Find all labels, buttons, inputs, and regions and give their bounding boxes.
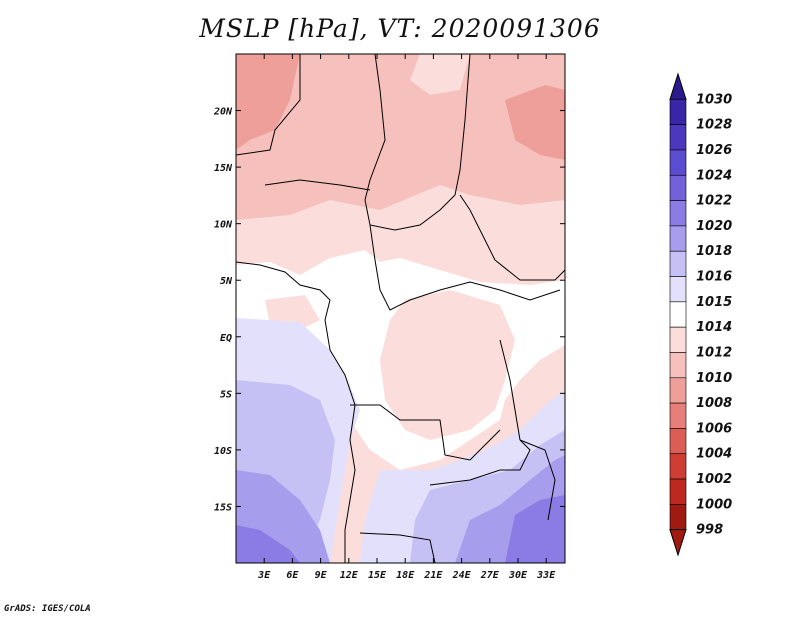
map-frame	[235, 53, 566, 564]
colorbar-swatch	[669, 402, 687, 429]
colorbar-swatch	[669, 200, 687, 227]
colorbar-swatch	[669, 326, 687, 353]
colorbar-swatch	[669, 124, 687, 151]
lon-tick-label: 15E	[368, 570, 387, 581]
field-1008-ne	[505, 85, 565, 160]
lat-tick-label: 5S	[220, 389, 232, 400]
lon-tick-label: 24E	[452, 570, 472, 581]
colorbar-swatch	[669, 250, 687, 277]
lake-tanganyika	[499, 339, 521, 441]
field-1012-congo	[380, 290, 515, 440]
colorbar-swatch	[669, 453, 687, 480]
field-1008-nw	[236, 54, 300, 150]
lat-tick-label: 5N	[220, 276, 233, 287]
lon-tick-label: 18E	[396, 570, 415, 581]
lon-tick-label: 12E	[340, 570, 359, 581]
lat-tick-label: 10N	[214, 220, 233, 231]
field-1020-se	[505, 495, 565, 563]
border-sudan	[459, 194, 565, 281]
lon-tick-label: 21E	[423, 570, 443, 581]
colorbar-label: 998	[696, 523, 723, 538]
lake-malawi	[519, 439, 556, 521]
map-title: MSLP [hPa], VT: 2020091306	[199, 14, 601, 43]
lon-tick-label: 30E	[508, 570, 528, 581]
west-coastline	[236, 261, 356, 563]
colorbar-label: 1010	[696, 371, 732, 386]
border-angola-drc	[350, 404, 501, 461]
lon-tick-label: 9E	[315, 570, 328, 581]
field-1020-sw	[236, 525, 300, 563]
colorbar-label: 1014	[696, 320, 732, 335]
border-chad-libya	[364, 54, 471, 231]
border-mali	[236, 54, 301, 156]
colorbar-swatch	[669, 99, 687, 125]
colorbar-label: 1024	[696, 168, 732, 183]
lon-tick-label: 3E	[257, 570, 271, 581]
colorbar-label: 1026	[696, 143, 732, 158]
colorbar-top-arrow	[669, 72, 687, 100]
colorbar-label: 1018	[696, 244, 732, 259]
lat-tick-label: 15N	[214, 163, 233, 174]
lon-tick-label: 27E	[480, 570, 500, 581]
pressure-field	[236, 54, 565, 563]
colorbar: 1030 1028 1026 1024 1022 1020 1018 1016 1015 1014…	[669, 72, 732, 557]
colorbar-label: 1020	[696, 219, 732, 234]
colorbar-swatch	[669, 352, 687, 379]
colorbar-label: 1016	[696, 270, 732, 285]
border-namibia	[359, 532, 436, 563]
border-niger-south	[264, 179, 371, 191]
lat-tick-label: EQ	[220, 333, 232, 344]
colorbar-swatch	[669, 276, 687, 303]
colorbar-label: 1000	[696, 497, 732, 512]
colorbar-label: 1002	[696, 472, 732, 487]
colorbar-swatch	[669, 174, 687, 201]
colorbar-swatch	[669, 149, 687, 176]
colorbar-swatch	[669, 225, 687, 252]
lat-tick-label: 15S	[214, 502, 232, 513]
axis-ticks	[236, 54, 565, 563]
colorbar-label: 1008	[696, 396, 732, 411]
border-car	[369, 224, 561, 311]
colorbar-label: 1030	[696, 92, 732, 107]
field-1012-north-patch	[410, 54, 470, 95]
colorbar-label: 1022	[696, 194, 732, 209]
colorbar-label: 1004	[696, 447, 732, 462]
colorbar-swatch	[669, 428, 687, 455]
colorbar-label: 1012	[696, 345, 732, 360]
field-1010-north	[236, 54, 565, 220]
colorbar-label: 1028	[696, 118, 732, 133]
colorbar-bottom-arrow	[669, 529, 687, 557]
colorbar-label: 1015	[696, 295, 732, 310]
lon-tick-label: 33E	[536, 570, 556, 581]
colorbar-label: 1006	[696, 421, 732, 436]
colorbar-swatch	[669, 478, 687, 505]
lon-tick-label: 6E	[286, 570, 299, 581]
axis-labels: 3E 6E 9E 12E 15E 18E 21E 24E 27E 30E 33E 20N 15N 10N 5…	[213, 107, 556, 581]
colorbar-swatch	[669, 301, 687, 328]
coastlines-borders	[236, 54, 565, 563]
lat-tick-label: 10S	[214, 446, 232, 457]
colorbar-swatch	[669, 504, 687, 530]
lat-tick-label: 20N	[213, 107, 233, 118]
border-zambia	[429, 439, 531, 486]
colorbar-swatch	[669, 377, 687, 404]
grads-credit: GrADS: IGES/COLA	[4, 604, 91, 614]
